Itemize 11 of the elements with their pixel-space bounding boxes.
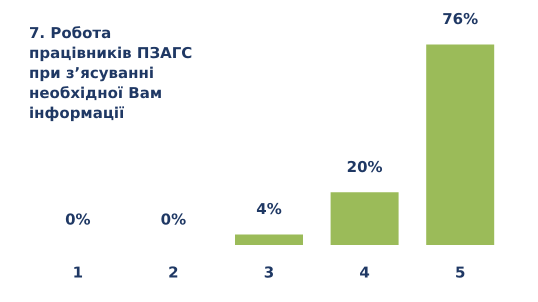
x-tick-label: 4 bbox=[359, 264, 370, 282]
x-tick-label: 1 bbox=[72, 264, 84, 282]
x-tick-label: 2 bbox=[168, 264, 179, 282]
text: 7. Робота працівників ПЗАГС при з’ясуванні необхідної Вам інформації bbox=[29, 24, 198, 122]
data-label: 0% bbox=[160, 210, 186, 228]
data-label: 20% bbox=[346, 158, 383, 176]
x-tick-label: 5 bbox=[454, 264, 466, 282]
data-label: 0% bbox=[65, 210, 91, 228]
data-label: 4% bbox=[256, 200, 282, 218]
data-label: 76% bbox=[442, 10, 478, 28]
x-tick-label: 3 bbox=[264, 264, 274, 282]
